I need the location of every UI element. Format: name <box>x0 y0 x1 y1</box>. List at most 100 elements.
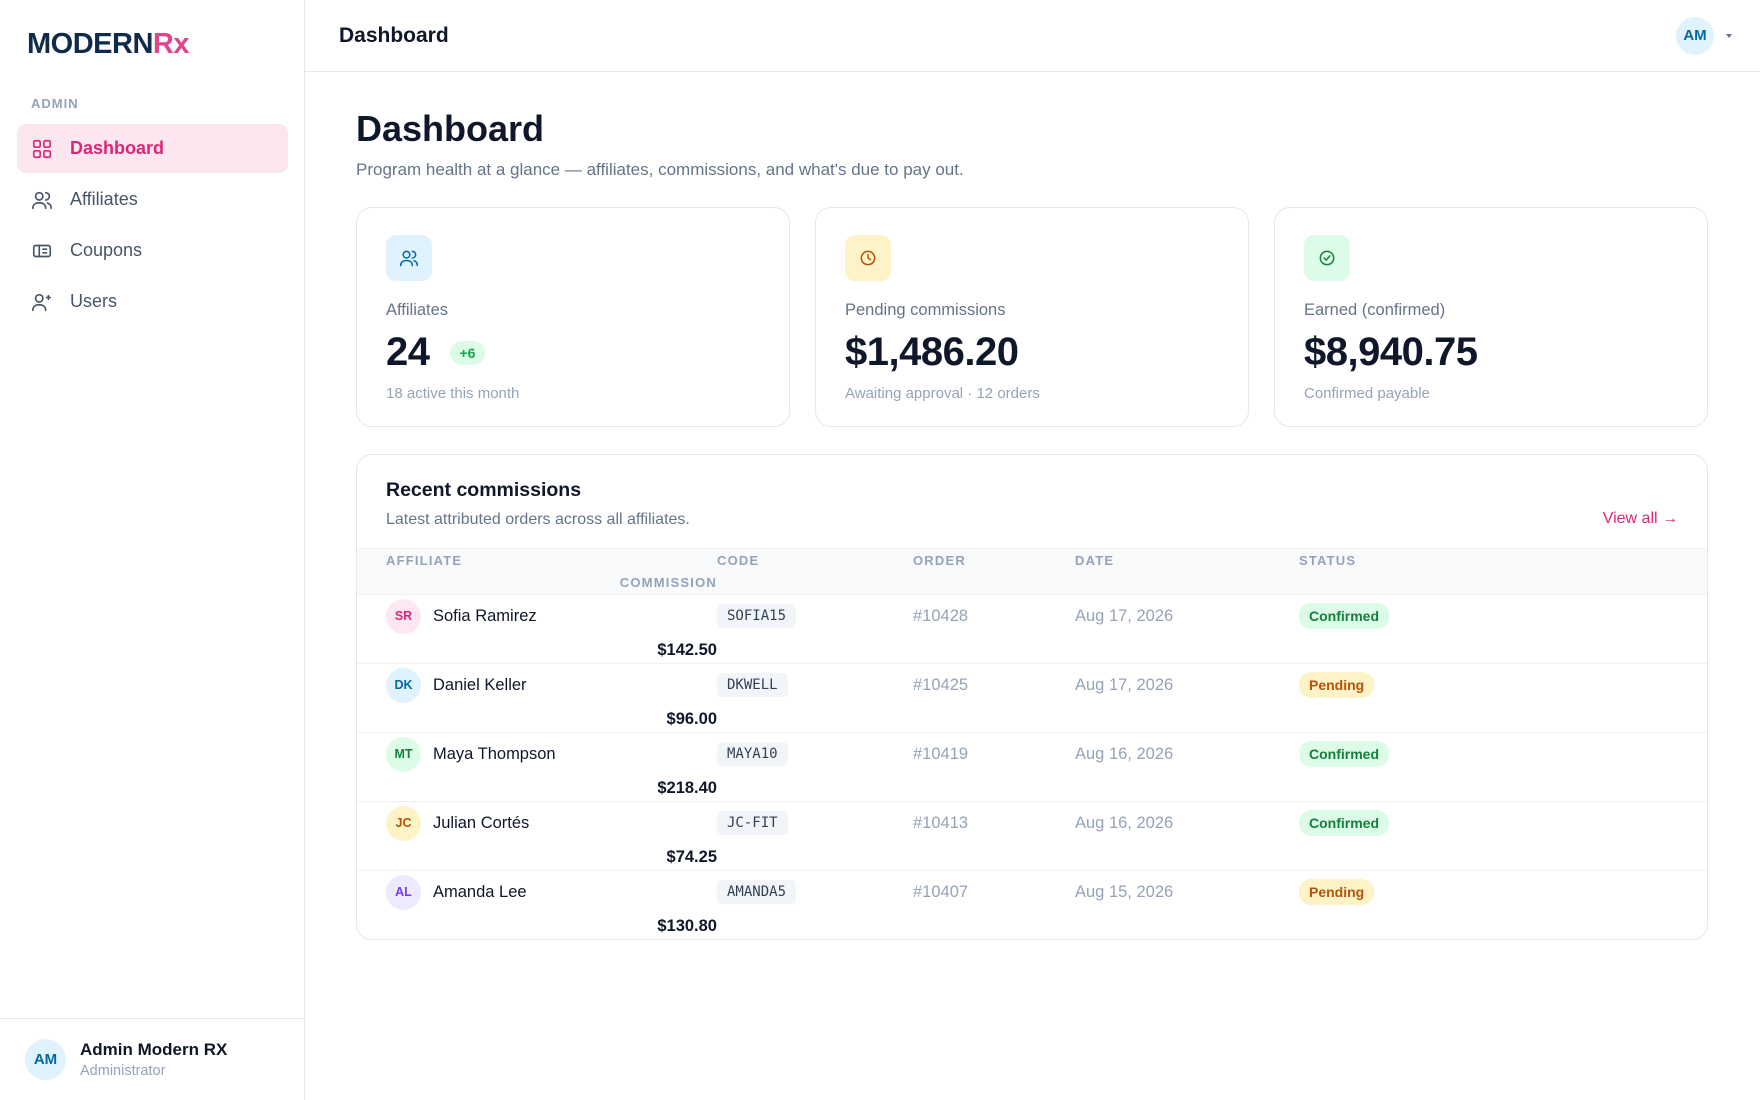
status-pill: Confirmed <box>1299 603 1389 629</box>
stat-label: Affiliates <box>386 301 449 319</box>
column-header: AFFILIATE <box>386 552 463 568</box>
order-date: Aug 16, 2026 <box>1075 813 1174 832</box>
nav-label: Affiliates <box>70 189 138 209</box>
icon <box>860 250 876 266</box>
table-title: Recent commissions <box>386 479 582 501</box>
brand[interactable]: MODERNRx <box>27 28 189 61</box>
order-id: #10419 <box>913 744 969 763</box>
column-header: ORDER <box>913 552 966 568</box>
stat-value: 24 <box>386 330 430 374</box>
table-subtitle: Latest attributed orders across all affi… <box>386 511 690 528</box>
icon <box>32 244 52 257</box>
commission-amount: $74.25 <box>666 847 717 866</box>
column-header: DATE <box>1075 552 1115 568</box>
commissions-table: Recent commissions Latest attributed ord… <box>356 454 1708 940</box>
order-date: Aug 17, 2026 <box>1075 675 1174 694</box>
stat-value: $1,486.20 <box>845 330 1019 374</box>
commission-amount: $130.80 <box>657 916 717 935</box>
stat-badge: +6 <box>449 340 486 365</box>
table-row: MT Maya Thompson MAYA10 #10419 Aug 16, 2026 C… <box>357 732 1707 801</box>
affiliate-avatar: MT <box>386 736 421 772</box>
stat-value-row: $8,940.75 <box>1304 330 1678 375</box>
order-id: #10407 <box>913 882 969 901</box>
table-row: AL Amanda Lee AMANDA5 #10407 Aug 15, 2026 Pen… <box>357 870 1707 939</box>
account-avatar[interactable]: AM <box>1676 16 1714 55</box>
nav-label: Coupons <box>70 240 143 260</box>
nav-item[interactable]: Coupons <box>17 226 288 275</box>
affiliate-cell: DK Daniel Keller <box>386 667 717 703</box>
affiliate-cell: JC Julian Cortés <box>386 805 717 841</box>
affiliate-avatar: AL <box>386 874 421 910</box>
status-pill: Pending <box>1299 879 1375 905</box>
column-header: CODE <box>717 552 760 568</box>
page-subtitle: Program health at a glance — affiliates,… <box>356 160 964 179</box>
view-all-link[interactable]: View all → <box>1602 510 1678 527</box>
affiliate-name: Maya Thompson <box>433 744 556 763</box>
affiliate-avatar: JC <box>386 805 421 841</box>
stat-label: Pending commissions <box>845 301 1006 319</box>
table-body: SR Sofia Ramirez SOFIA15 #10428 Aug 17, 2026… <box>357 594 1707 939</box>
sidebar: MODERNRx ADMIN Dashboard Affiliates Coupon… <box>0 0 305 1100</box>
affiliate-cell: SR Sofia Ramirez <box>386 598 717 634</box>
nav: Dashboard Affiliates Coupons Users <box>17 124 288 328</box>
coupon-code: JC-FIT <box>717 811 788 835</box>
table-header: Recent commissions Latest attributed ord… <box>357 455 1707 548</box>
table-row: SR Sofia Ramirez SOFIA15 #10428 Aug 17, 2026… <box>357 594 1707 663</box>
coupon-code: MAYA10 <box>717 742 788 766</box>
brand-name: MODERN <box>27 28 153 60</box>
nav-item[interactable]: Affiliates <box>17 175 288 224</box>
table-row: DK Daniel Keller DKWELL #10425 Aug 17, 2026 P… <box>357 663 1707 732</box>
stat-cards: Affiliates 24 +6 18 active this month Pendin… <box>356 207 1708 427</box>
user-card[interactable]: AM Admin Modern RX Administrator <box>0 1018 304 1100</box>
affiliate-cell: MT Maya Thompson <box>386 736 717 772</box>
affiliate-avatar: SR <box>386 598 421 634</box>
nav-item[interactable]: Dashboard <box>17 124 288 173</box>
stat-icon <box>845 235 891 281</box>
status-pill: Confirmed <box>1299 741 1389 767</box>
nav-label: Users <box>70 291 118 311</box>
order-date: Aug 16, 2026 <box>1075 744 1174 763</box>
user-role: Administrator <box>80 1063 166 1079</box>
order-id: #10413 <box>913 813 969 832</box>
affiliate-name: Amanda Lee <box>433 882 527 901</box>
commission-amount: $96.00 <box>666 709 717 728</box>
order-date: Aug 15, 2026 <box>1075 882 1174 901</box>
column-headers: AFFILIATE CODE ORDER DATE STATUS COMMISSION <box>357 548 1707 594</box>
commission-amount: $142.50 <box>657 640 717 659</box>
order-id: #10425 <box>913 675 969 694</box>
stat-card: Earned (confirmed) $8,940.75 Confirmed pay… <box>1274 207 1708 427</box>
affiliate-name: Daniel Keller <box>433 675 527 694</box>
brand-accent: Rx <box>152 28 190 60</box>
affiliate-name: Sofia Ramirez <box>433 606 537 625</box>
stat-value: $8,940.75 <box>1304 330 1478 374</box>
icon <box>1319 250 1335 266</box>
order-id: #10428 <box>913 606 969 625</box>
icon <box>32 139 52 158</box>
coupon-code: SOFIA15 <box>717 604 797 628</box>
content: Dashboard Program health at a glance — a… <box>305 72 1760 940</box>
icon <box>399 250 419 267</box>
nav-label: Dashboard <box>70 138 165 158</box>
status-pill: Confirmed <box>1299 810 1389 836</box>
stat-value-row: 24 +6 <box>386 330 760 375</box>
affiliate-cell: AL Amanda Lee <box>386 874 717 910</box>
coupon-code: DKWELL <box>717 673 788 697</box>
table-row: JC Julian Cortés JC-FIT #10413 Aug 16, 2026 C… <box>357 801 1707 870</box>
nav-section: ADMIN <box>31 96 79 111</box>
topbar-title: Dashboard <box>339 23 449 47</box>
stat-card: Pending commissions $1,486.20 Awaiting app… <box>815 207 1249 427</box>
affiliate-avatar: DK <box>386 667 421 703</box>
page-title: Dashboard <box>356 108 545 149</box>
coupon-code: AMANDA5 <box>717 880 797 904</box>
stat-icon <box>386 235 432 281</box>
user-name: Admin Modern RX <box>80 1040 228 1059</box>
column-header: STATUS <box>1299 552 1357 568</box>
stat-note: Confirmed payable <box>1304 385 1430 402</box>
column-header: COMMISSION <box>619 575 717 591</box>
nav-item[interactable]: Users <box>17 277 288 326</box>
order-date: Aug 17, 2026 <box>1075 606 1174 625</box>
stat-card: Affiliates 24 +6 18 active this month <box>356 207 790 427</box>
caret[interactable] <box>1722 31 1736 41</box>
icon <box>32 293 52 311</box>
